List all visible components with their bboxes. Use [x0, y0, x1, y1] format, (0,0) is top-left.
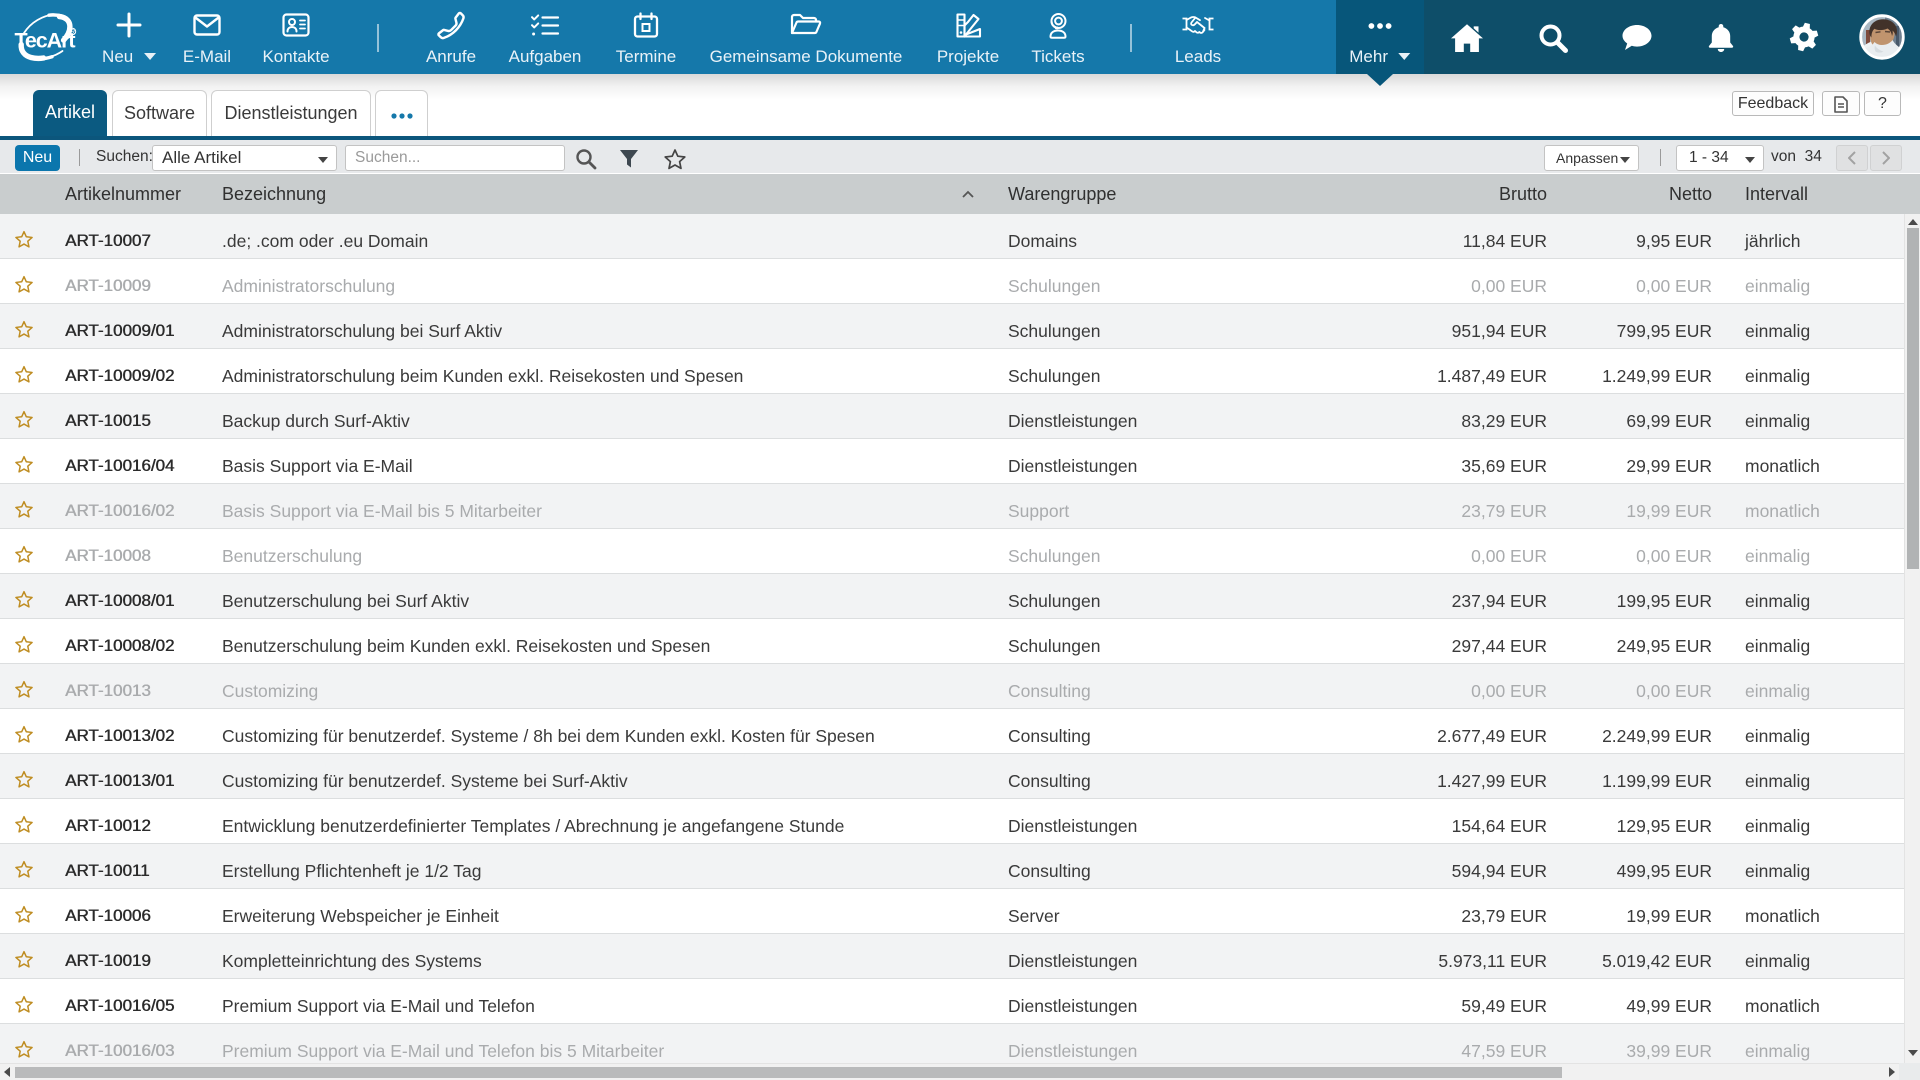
svg-text:R: R — [70, 29, 75, 36]
svg-text:TecArt: TecArt — [15, 29, 76, 53]
